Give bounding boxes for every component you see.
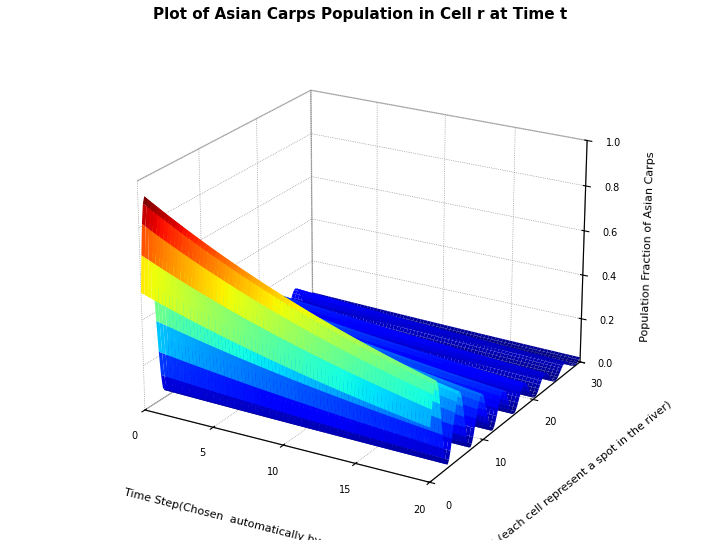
X-axis label: Time Step(Chosen  automatically by matlab): Time Step(Chosen automatically by matlab… bbox=[123, 487, 367, 540]
Title: Plot of Asian Carps Population in Cell r at Time t: Plot of Asian Carps Population in Cell r… bbox=[153, 7, 567, 22]
Y-axis label: Cell # (each cell represent a spot in the river): Cell # (each cell represent a spot in th… bbox=[468, 399, 674, 540]
